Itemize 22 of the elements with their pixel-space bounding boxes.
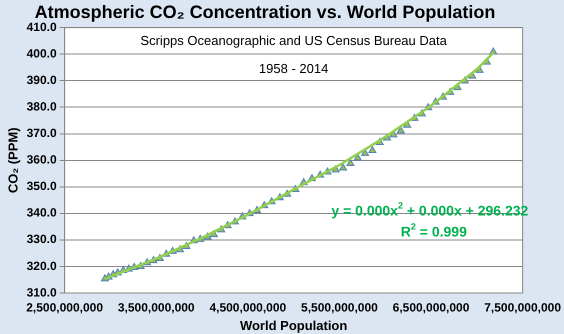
y-tick-label: 320.0 [26, 258, 57, 273]
x-tick-label: 7,500,000,000 [484, 300, 562, 315]
x-axis-title: World Population [240, 318, 348, 333]
y-tick-label: 340.0 [26, 206, 57, 220]
annotation: 1958 - 2014 [258, 61, 328, 76]
x-tick-label: 5,500,000,000 [301, 300, 378, 315]
y-tick-label: 350.0 [26, 179, 57, 194]
y-tick-label: 390.0 [26, 72, 57, 87]
y-tick-label: 360.0 [26, 152, 57, 167]
x-tick-label: 3,500,000,000 [118, 300, 195, 315]
annotation: Scripps Oceanographic and US Census Bureau Data [140, 33, 448, 48]
y-tick-label: 310.0 [26, 285, 57, 300]
y-tick-label: 400.0 [26, 46, 57, 60]
y-tick-label: 330.0 [26, 232, 57, 246]
y-tick-label: 370.0 [26, 126, 57, 140]
x-tick-label: 6,500,000,000 [392, 300, 470, 315]
x-tick-label: 4,500,000,000 [209, 300, 287, 315]
y-tick-label: 410.0 [26, 20, 57, 34]
chart-title: Atmospheric CO₂ Concentration vs. World Population [34, 2, 496, 22]
x-tick-label: 2,500,000,000 [26, 300, 104, 315]
y-tick-label: 380.0 [26, 100, 57, 114]
y-axis-title: CO₂ (PPM) [5, 127, 20, 194]
